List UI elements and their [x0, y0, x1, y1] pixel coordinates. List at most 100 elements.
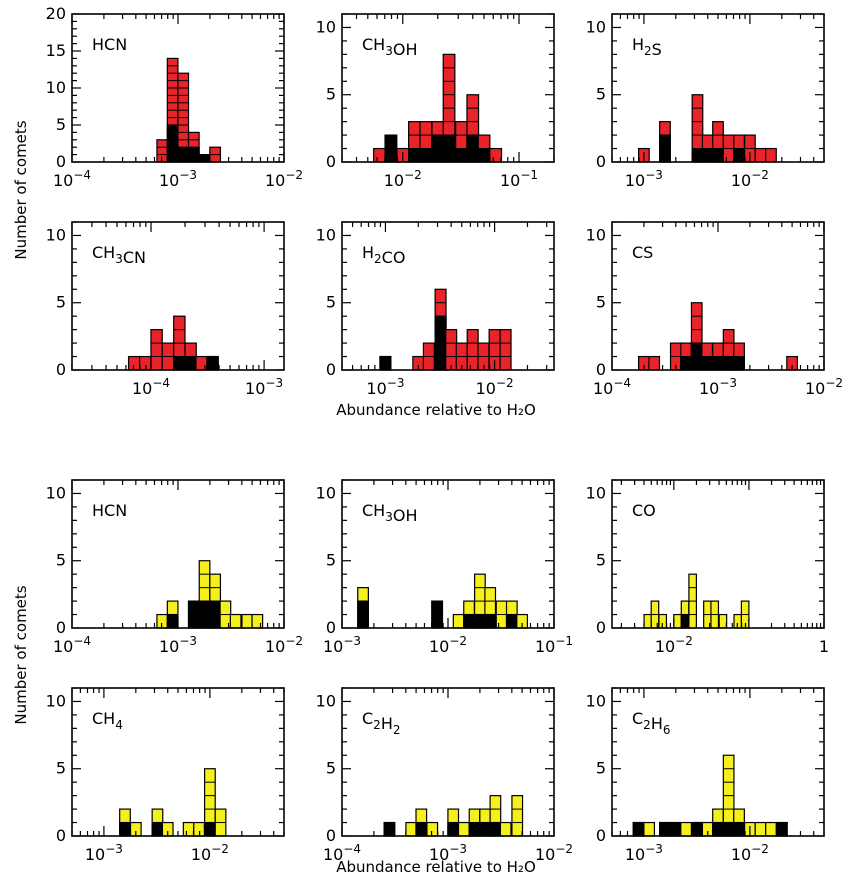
top-y-axis-label: Number of comets	[12, 120, 30, 259]
x-tick-label: 10−4	[593, 376, 631, 398]
x-tick-label: 10−2	[476, 376, 514, 398]
histogram-panel: 0 5 10 10−2 10−1 CH3OH	[316, 13, 555, 190]
y-tick-label: 0	[56, 152, 66, 171]
y-tick-label: 15	[46, 41, 66, 60]
x-tick-label: 10−2	[191, 842, 229, 864]
x-tick-label: 10−2	[429, 634, 467, 656]
histogram-bar	[648, 355, 661, 371]
histogram-bar	[156, 139, 169, 163]
histogram-bar-black	[447, 821, 460, 837]
y-tick-label: 0	[326, 826, 336, 845]
histogram-bar-black	[691, 821, 704, 837]
histogram-bar-black	[691, 147, 704, 163]
x-tick-label: 10−3	[366, 376, 404, 398]
histogram-panel: 0 5 10 10−3 10−2 H2S	[586, 13, 825, 190]
x-tick-label: 10−4	[132, 376, 170, 398]
y-tick-label: 10	[586, 225, 606, 244]
histogram-panel: 0 5 10 10−3 10−2 CH4	[46, 687, 285, 864]
plot-frame	[611, 479, 825, 629]
y-tick-label: 5	[596, 85, 606, 104]
x-tick-label: 10−2	[655, 634, 693, 656]
x-tick-label: 10−3	[323, 634, 361, 656]
x-tick-label: 10−3	[159, 168, 197, 190]
histogram-bar	[499, 329, 512, 371]
x-tick-label: 10−3	[625, 842, 663, 864]
y-tick-label: 5	[56, 551, 66, 570]
y-tick-label: 5	[596, 759, 606, 778]
y-tick-label: 0	[56, 826, 66, 845]
histogram-bar-black	[463, 613, 475, 629]
histogram-panel: 0 5 10 10−3 10−2 H2CO	[316, 221, 555, 398]
histogram-bar-black	[184, 355, 197, 371]
x-tick-label: 10−4	[53, 634, 91, 656]
histogram-bar	[241, 613, 254, 629]
y-tick-label: 10	[46, 483, 66, 502]
y-tick-label: 5	[596, 293, 606, 312]
histogram-bar	[373, 147, 386, 163]
panel-molecule-label: H2CO	[362, 243, 405, 267]
panel-molecule-label: CH3OH	[362, 501, 417, 525]
top-x-axis-label: Abundance relative to H₂O	[336, 401, 536, 419]
bottom-x-axis-label: Abundance relative to H₂O	[336, 858, 536, 876]
histogram-bar-black	[484, 613, 497, 629]
y-tick-label: 10	[316, 483, 336, 502]
panel-molecule-label: CH3OH	[362, 35, 417, 59]
histogram-bar-black	[173, 355, 186, 371]
y-tick-label: 5	[56, 293, 66, 312]
histogram-panel: 0 5 10 15 20 10−4 10−3 10−2 HCN	[46, 4, 303, 190]
histogram-bar	[643, 613, 653, 629]
x-tick-label: 10−2	[731, 842, 769, 864]
panel-molecule-label: C2H2	[362, 709, 400, 737]
plot-frame	[341, 221, 555, 371]
y-tick-label: 0	[326, 152, 336, 171]
x-tick-label: 10−2	[265, 168, 303, 190]
histogram-bar	[765, 147, 777, 163]
histogram-bar	[150, 329, 163, 371]
x-tick-label: 1	[819, 637, 829, 656]
histogram-bar-black	[408, 147, 421, 163]
histogram-panel: 0 5 10 10−2 1 CO	[586, 479, 829, 656]
y-tick-label: 0	[326, 618, 336, 637]
y-tick-label: 10	[46, 78, 66, 97]
histogram-bar	[511, 795, 524, 837]
histogram-bar-black	[151, 821, 164, 837]
histogram-bar-black	[680, 613, 690, 629]
histogram-bar	[754, 821, 767, 837]
y-tick-label: 5	[326, 293, 336, 312]
y-tick-label: 10	[586, 691, 606, 710]
histogram-bar	[466, 329, 479, 371]
y-tick-label: 10	[316, 225, 336, 244]
histogram-bar	[405, 821, 418, 837]
y-tick-label: 5	[596, 551, 606, 570]
histogram-bar	[182, 821, 195, 837]
histogram-bar	[643, 821, 656, 837]
histogram-bar-black	[468, 821, 481, 837]
histogram-bar	[156, 613, 169, 629]
histogram-panel: 0 5 10 10−4 10−3 CH3CN	[46, 221, 285, 398]
y-tick-label: 5	[326, 759, 336, 778]
panel-molecule-label: CS	[632, 243, 653, 262]
histogram-bar	[680, 821, 692, 837]
y-tick-label: 0	[596, 618, 606, 637]
histogram-bar	[452, 613, 465, 629]
y-tick-label: 10	[586, 17, 606, 36]
histogram-bar-black	[206, 355, 219, 371]
x-tick-label: 10−3	[85, 842, 123, 864]
histogram-bar-black	[733, 355, 745, 371]
y-tick-label: 0	[326, 360, 336, 379]
histogram-bar-black	[722, 821, 735, 837]
histogram-bar	[127, 355, 141, 371]
x-tick-label: 10−3	[699, 376, 737, 398]
panel-molecule-label: CO	[632, 501, 656, 520]
histogram-bar	[765, 821, 777, 837]
x-tick-label: 10−1	[500, 168, 538, 190]
panel-molecule-label: CH4	[92, 709, 123, 732]
histogram-bar-black	[419, 147, 433, 163]
y-tick-label: 5	[326, 551, 336, 570]
x-tick-label: 10−2	[805, 376, 842, 398]
x-tick-label: 10−4	[53, 168, 91, 190]
y-tick-label: 0	[596, 152, 606, 171]
